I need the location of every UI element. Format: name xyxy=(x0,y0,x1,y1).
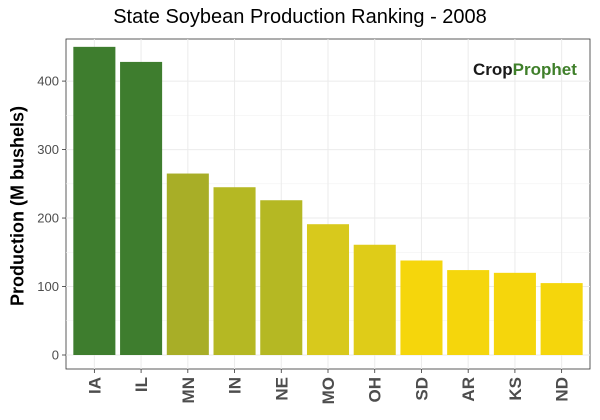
y-tick-label: 100 xyxy=(37,279,59,294)
logo-prophet-text: Prophet xyxy=(512,60,577,79)
y-tick-label: 0 xyxy=(52,348,59,363)
bar-mo xyxy=(306,224,350,355)
bar-nd xyxy=(540,283,583,355)
bar-mn xyxy=(166,173,209,355)
y-tick-label: 400 xyxy=(37,74,59,89)
y-tick-label: 200 xyxy=(37,211,59,226)
x-tick-label-ar: AR xyxy=(459,377,478,402)
x-tick-label-il: IL xyxy=(132,377,151,392)
bar-ia xyxy=(73,46,116,355)
logo-crop-text: Crop xyxy=(473,60,513,79)
x-tick-label-oh: OH xyxy=(366,377,385,403)
y-ticks: 0 100 200 300 400 xyxy=(37,74,66,363)
bars xyxy=(73,46,583,355)
bar-sd xyxy=(400,260,443,355)
bar-ks xyxy=(493,272,536,355)
cropprophet-logo: CropProphet xyxy=(473,60,577,80)
bar-ne xyxy=(260,200,303,355)
bar-oh xyxy=(353,244,396,355)
x-tick-label-ia: IA xyxy=(85,377,104,394)
x-tick-label-nd: ND xyxy=(553,377,572,402)
x-tick-label-ks: KS xyxy=(506,377,525,401)
x-tick-label-mn: MN xyxy=(179,377,198,403)
bar-il xyxy=(120,61,163,355)
x-tick-label-ne: NE xyxy=(272,377,291,401)
x-tick-label-sd: SD xyxy=(412,377,431,401)
x-tick-label-in: IN xyxy=(226,377,245,394)
bar-ar xyxy=(447,270,490,355)
y-tick-label: 300 xyxy=(37,142,59,157)
chart-title: State Soybean Production Ranking - 2008 xyxy=(113,6,487,28)
bar-in xyxy=(213,187,256,355)
x-ticks: IA IL MN IN NE MO OH SD AR KS ND xyxy=(85,369,572,404)
x-tick-label-mo: MO xyxy=(319,377,338,404)
